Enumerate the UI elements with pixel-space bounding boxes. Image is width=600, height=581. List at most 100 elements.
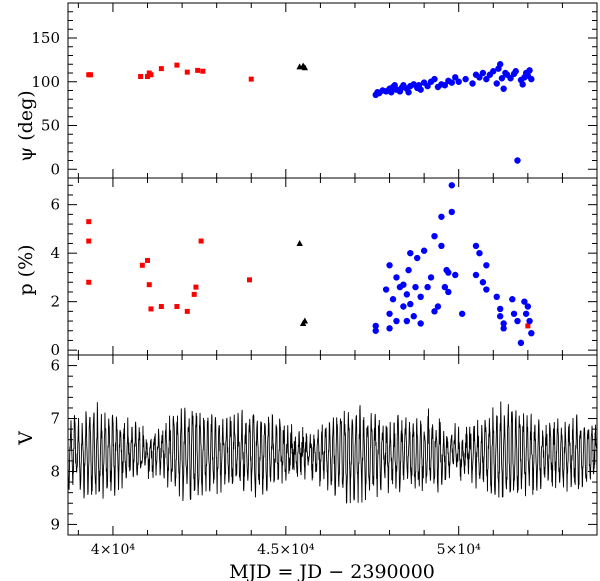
data-point-square [139,262,145,268]
data-point-circle [510,310,518,317]
data-point-circle [386,325,393,332]
data-point-square [145,74,151,79]
data-point-circle [412,283,419,291]
y-tick-label: 8 [50,462,60,480]
data-point-circle [403,317,411,325]
y-tick-label: 2 [50,293,60,311]
data-point-circle [417,86,424,93]
y-axis-label-psi: ψ (deg) [15,90,37,161]
data-point-square [247,277,253,283]
data-point-circle [472,271,480,279]
data-point-triangle [296,239,303,246]
data-point-circle [400,281,407,288]
panel-frame [67,177,598,356]
data-point-square [184,308,190,314]
y-axis-label-v: V [15,431,37,446]
data-point-circle [476,74,483,81]
panel-frame [67,354,598,536]
data-point-circle [522,310,530,317]
data-point-square [174,304,180,310]
y-tick-label: 100 [31,73,60,91]
data-point-circle [388,89,395,96]
y-tick-label: 0 [50,341,60,359]
data-point-square [148,306,154,312]
data-point-circle [445,269,452,276]
data-point-circle [372,327,379,334]
data-point-circle [400,303,407,310]
data-point-circle [372,322,379,330]
data-point-circle [407,300,414,308]
data-point-circle [509,296,516,303]
data-point-circle [424,82,431,90]
data-point-circle [524,303,532,310]
data-point-circle [496,305,504,313]
data-point-circle [441,283,449,291]
data-point-circle [483,75,490,83]
data-point-circle [496,61,504,68]
data-point-circle [441,82,449,89]
data-point-circle [448,208,455,216]
data-point-circle [431,232,438,240]
data-point-circle [500,325,507,332]
y-tick-label: 0 [50,160,60,178]
light-curve-line [67,401,598,504]
data-point-circle [514,317,521,325]
data-point-circle [424,283,431,291]
data-point-circle [405,89,412,96]
data-point-circle [386,310,393,317]
light-curve-panel: 6 7 8 9 4×10⁴ 4.5×10⁴ 5×10⁴ [50,354,598,558]
data-point-square [148,72,154,78]
x-axis-label: MJD = JD − 2390000 [229,561,435,581]
data-point-circle [417,293,424,301]
polarization-panel: 0 2 4 6 [50,177,598,359]
data-point-circle [500,85,507,92]
y-tick-label: 6 [50,196,60,214]
data-point-circle [526,67,533,74]
data-point-circle [483,286,490,293]
data-point-circle [445,288,452,296]
y-tick-label: 6 [50,357,60,375]
data-point-square [86,238,92,244]
data-point-circle [507,75,514,82]
data-point-circle [427,274,435,281]
data-point-circle [512,68,519,75]
data-point-circle [386,262,393,269]
data-point-square [87,72,93,78]
x-tick-label: 4×10⁴ [91,542,135,558]
data-point-triangle [301,64,309,71]
data-point-square [200,68,206,74]
data-point-circle [403,291,411,298]
data-point-circle [452,74,459,81]
data-point-circle [472,242,480,250]
data-point-circle [479,69,487,77]
y-tick-label: 50 [41,117,60,135]
data-point-circle [414,254,421,262]
data-point-square [86,279,92,285]
data-point-circle [438,213,445,220]
data-point-circle [393,274,400,281]
data-point-square [146,282,152,288]
data-point-circle [448,79,455,86]
y-axis-label-p: p (%) [15,244,37,295]
data-point-circle [431,75,438,83]
data-point-circle [462,75,469,83]
data-point-circle [389,296,397,303]
panel-frame [67,2,598,179]
data-point-circle [526,317,533,325]
data-point-circle [407,249,414,257]
data-point-square [138,74,144,79]
y-tick-label: 7 [50,410,60,428]
data-point-square [158,304,164,310]
data-point-square [525,323,531,329]
data-point-square [184,69,190,75]
data-point-circle [519,81,526,88]
data-point-square [86,219,92,225]
y-tick-label: 150 [31,29,60,47]
data-point-circle [496,313,504,320]
data-point-circle [469,80,476,87]
data-point-circle [521,298,528,305]
data-point-square [191,291,197,297]
data-point-circle [479,279,487,286]
data-point-circle [452,271,459,279]
